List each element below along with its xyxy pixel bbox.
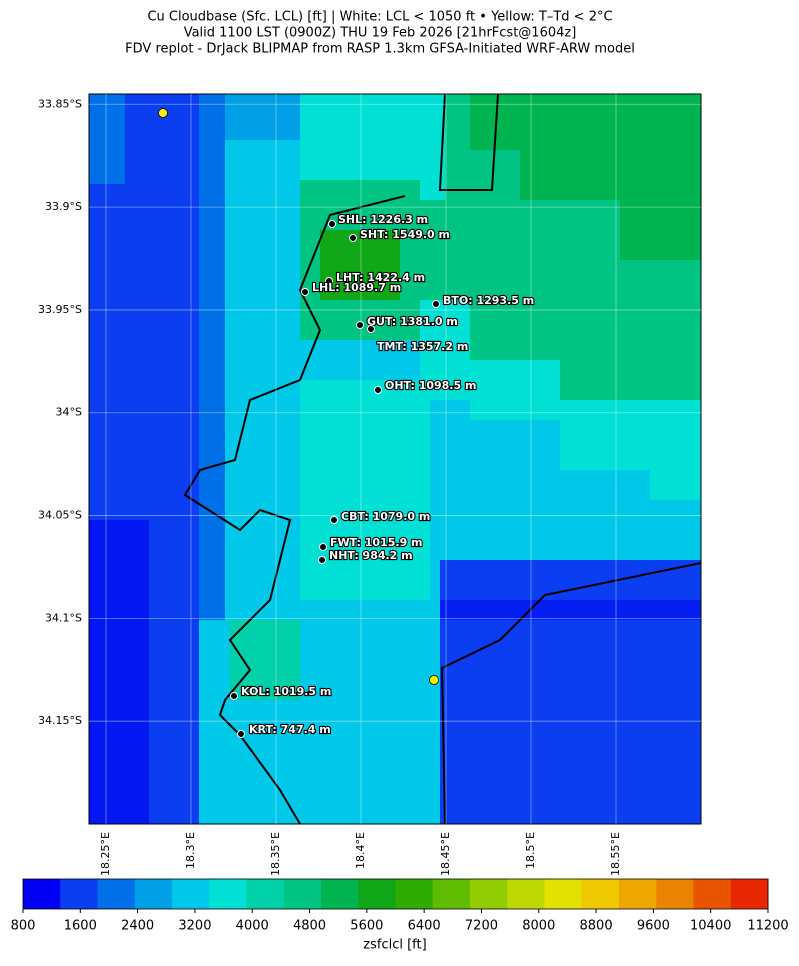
colorbar-frame: [22, 878, 769, 910]
station-marker: [328, 220, 336, 228]
y-tick-label: 34.15°S: [38, 714, 82, 727]
x-tick-label: 18.3°E: [184, 832, 197, 869]
station-marker: [237, 730, 245, 738]
colorbar-swatch: [693, 879, 732, 909]
colorbar-tick-label: 6400: [408, 919, 441, 934]
station-label: SHL: 1226.3 m: [338, 213, 428, 226]
colorbar-swatch: [581, 879, 620, 909]
title-line: FDV replot - DrJack BLIPMAP from RASP 1.…: [125, 42, 635, 57]
y-tick-label: 33.85°S: [38, 97, 82, 110]
colorbar-tick-label: 9600: [637, 919, 670, 934]
colorbar-tick-label: 11200: [747, 919, 788, 934]
station-label: BTO: 1293.5 m: [443, 294, 534, 307]
station-marker: [301, 288, 309, 296]
station-label: CBT: 1079.0 m: [341, 510, 430, 523]
title-line: Valid 1100 LST (0900Z) THU 19 Feb 2026 […: [184, 26, 577, 41]
colorbar-tick-label: 3200: [178, 919, 211, 934]
station-label: NHT: 984.2 m: [329, 549, 413, 562]
colorbar-swatch: [730, 879, 769, 909]
title-line: Cu Cloudbase (Sfc. LCL) [ft] | White: LC…: [147, 10, 612, 25]
colorbar-swatch: [209, 879, 247, 909]
station-label: OHT: 1098.5 m: [385, 379, 476, 392]
colorbar-swatch: [172, 879, 210, 909]
station-marker: [367, 325, 375, 333]
colorbar-tick-label: 8000: [522, 919, 555, 934]
station-label: GUT: 1381.0 m: [367, 315, 458, 328]
x-tick-label: 18.4°E: [354, 832, 367, 869]
y-tick-label: 34.1°S: [45, 611, 82, 624]
y-tick-label: 34°S: [56, 406, 82, 419]
station-label: LHT: 1422.4 m: [336, 271, 425, 284]
x-tick-label: 18.25°E: [99, 832, 112, 876]
y-tick-label: 34.05°S: [38, 509, 82, 522]
x-tick-label: 18.5°E: [524, 832, 537, 869]
station-label: TMT: 1357.2 m: [377, 340, 468, 353]
colorbar-label: zsfclcl [ft]: [363, 938, 426, 953]
y-tick-label: 33.9°S: [45, 200, 82, 213]
colorbar-swatch: [60, 879, 98, 909]
station-marker: [319, 543, 327, 551]
x-tick-label: 18.35°E: [269, 832, 282, 876]
colorbar-swatch: [544, 879, 583, 909]
colorbar-tick-label: 5600: [350, 919, 383, 934]
colorbar-tick-label: 2400: [121, 919, 154, 934]
colorbar-tick-label: 1600: [64, 919, 97, 934]
colorbar-swatch: [283, 879, 322, 909]
station-marker: [374, 386, 382, 394]
station-label: KRT: 747.4 m: [249, 723, 331, 736]
station-marker: [230, 692, 238, 700]
colorbar-swatch: [321, 879, 359, 909]
colorbar-swatch: [656, 879, 694, 909]
colorbar-swatch: [134, 879, 173, 909]
colorbar-tick-label: 8800: [580, 919, 613, 934]
x-tick-label: 18.45°E: [439, 832, 452, 876]
station-label: SHT: 1549.0 m: [360, 228, 450, 241]
colorbar-tick-label: 4800: [293, 919, 326, 934]
colorbar-swatch: [97, 879, 136, 909]
station-marker: [330, 516, 338, 524]
station-marker: [325, 277, 333, 285]
colorbar-swatch: [395, 879, 434, 909]
station-marker: [349, 234, 357, 242]
colorbar-swatch: [470, 879, 508, 909]
colorbar-tick-label: 7200: [465, 919, 498, 934]
station-marker: [432, 300, 440, 308]
colorbar-swatch: [23, 879, 61, 909]
colorbar-swatch: [358, 879, 396, 909]
colorbar-tick-label: 800: [11, 919, 36, 934]
station-label: LHL: 1089.7 m: [312, 281, 401, 294]
colorbar-tick-label: 4000: [236, 919, 269, 934]
station-marker: [356, 321, 364, 329]
colorbar-swatch: [507, 879, 545, 909]
map-frame: [88, 93, 702, 825]
x-tick-label: 18.55°E: [609, 832, 622, 876]
colorbar-swatch: [246, 879, 285, 909]
station-marker: [318, 556, 326, 564]
colorbar-swatch: [432, 879, 471, 909]
colorbar-swatch: [619, 879, 657, 909]
station-label: KOL: 1019.5 m: [241, 685, 331, 698]
y-tick-label: 33.95°S: [38, 303, 82, 316]
colorbar-tick-label: 10400: [690, 919, 731, 934]
map-field: [89, 93, 702, 825]
station-label: FWT: 1015.9 m: [330, 536, 423, 549]
